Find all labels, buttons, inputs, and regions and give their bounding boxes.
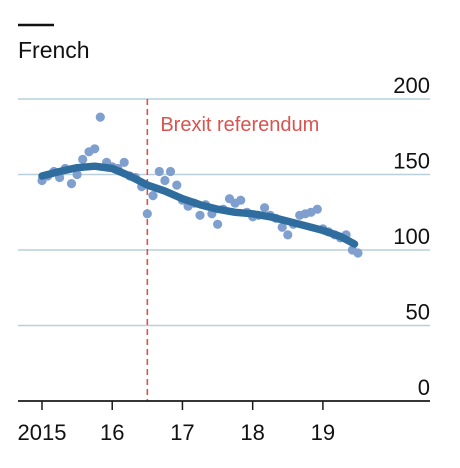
trend-line [38,162,359,248]
data-point-20 [154,166,164,177]
data-point-5 [66,179,77,189]
x-tick-label-17: 17 [170,420,194,445]
x-tick-label-2015: 2015 [18,420,67,445]
y-tick-labels: 0 50 100 150 200 [393,73,430,400]
x-tick-label-16: 16 [100,420,124,445]
y-tick-label-50: 50 [406,300,430,325]
data-point-7 [78,154,88,164]
data-point-19 [148,191,158,201]
data-point-34 [236,195,246,205]
data-point-42 [283,230,293,240]
data-point-47 [312,204,322,214]
data-point-27 [195,210,205,220]
data-point-14 [119,157,129,167]
data-point-9 [90,144,100,154]
data-point-41 [277,222,287,232]
y-tick-label-200: 200 [393,73,430,98]
y-tick-label-0: 0 [418,375,430,400]
x-tick-label-19: 19 [311,420,335,445]
x-tick-label-18: 18 [240,420,264,445]
data-point-38 [260,203,270,213]
y-tick-label-150: 150 [393,149,430,174]
data-point-10 [95,112,105,122]
data-point-30 [213,219,223,229]
data-point-22 [165,166,176,177]
referendum-annotation: Brexit referendum [146,99,319,401]
referendum-label: Brexit referendum [160,114,319,136]
data-point-6 [72,169,82,180]
data-point-23 [172,180,182,190]
data-point-21 [160,175,170,186]
x-axis: 2015 16 17 18 19 [18,400,430,445]
data-point-54 [353,248,363,258]
trend-path [38,162,359,248]
data-point-18 [142,209,152,219]
chart-title: French [18,37,90,63]
y-tick-label-100: 100 [393,224,430,249]
